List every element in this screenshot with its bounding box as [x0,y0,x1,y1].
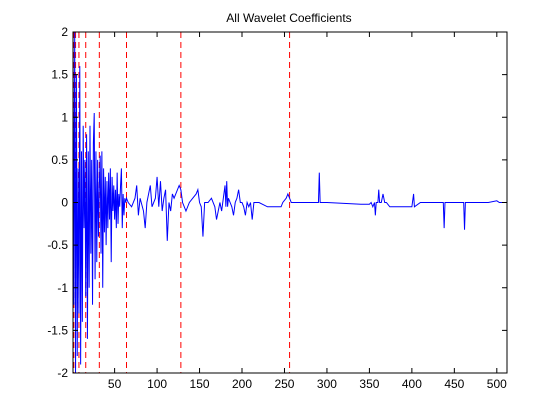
chart-title: All Wavelet Coefficients [226,11,351,25]
y-tick-label: -1 [57,281,68,295]
y-tick-label: -0.5 [47,238,68,252]
x-tick-label: 400 [402,377,422,391]
x-tick-label: 200 [232,377,252,391]
axis-ticks: 50 100 150 200 250 300 350 400 450 500 2 1.5 1 0.5 0 -0… [47,25,507,391]
y-tick-label: -1.5 [47,323,68,337]
series-line [72,31,507,374]
y-tick-label: 1 [61,110,68,124]
x-tick-label: 300 [317,377,337,391]
x-tick-label: 350 [359,377,379,391]
x-tick-label: 450 [444,377,464,391]
coefficient-series [72,31,507,374]
x-tick-label: 50 [108,377,122,391]
y-tick-label: -2 [57,366,68,380]
x-tick-label: 500 [487,377,507,391]
y-tick-label: 0 [61,196,68,210]
y-tick-label: 0.5 [51,153,68,167]
x-tick-label: 150 [190,377,210,391]
x-tick-label: 100 [147,377,167,391]
y-tick-label: 1.5 [51,68,68,82]
x-tick-label: 250 [274,377,294,391]
y-tick-label: 2 [61,25,68,39]
